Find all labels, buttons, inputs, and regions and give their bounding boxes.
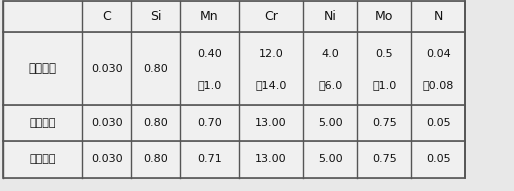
Text: 0.75: 0.75 (372, 155, 397, 164)
Text: N: N (433, 10, 443, 23)
Text: 成品成分: 成品成分 (29, 155, 56, 164)
Bar (357, 32, 411, 105)
Bar (82, 1, 131, 32)
Text: 0.70: 0.70 (197, 118, 222, 128)
Bar (131, 105, 180, 141)
Text: Mo: Mo (375, 10, 393, 23)
Bar (3, 32, 82, 105)
Bar (239, 105, 303, 141)
Bar (180, 1, 239, 32)
Bar (131, 32, 180, 105)
Bar (303, 141, 357, 178)
Text: 13.00: 13.00 (255, 155, 287, 164)
Bar (82, 141, 131, 178)
Text: C: C (102, 10, 111, 23)
Text: Cr: Cr (264, 10, 278, 23)
Text: 13.00: 13.00 (255, 118, 287, 128)
Text: 0.5: 0.5 (375, 49, 393, 59)
Bar (239, 141, 303, 178)
Text: 0.75: 0.75 (372, 118, 397, 128)
Text: 成分范围: 成分范围 (28, 62, 57, 75)
Text: 12.0: 12.0 (259, 49, 284, 59)
Bar (357, 141, 411, 178)
Bar (3, 105, 82, 141)
Bar (131, 1, 180, 32)
Text: 5.00: 5.00 (318, 118, 342, 128)
Text: ～0.08: ～0.08 (423, 80, 454, 90)
Text: Ni: Ni (324, 10, 337, 23)
Bar (3, 1, 82, 32)
Bar (82, 105, 131, 141)
Text: ～1.0: ～1.0 (372, 80, 396, 90)
Bar (180, 105, 239, 141)
Text: 0.05: 0.05 (426, 118, 450, 128)
Text: 0.030: 0.030 (91, 118, 122, 128)
Text: 0.40: 0.40 (197, 49, 222, 59)
Text: 0.71: 0.71 (197, 155, 222, 164)
Bar (411, 105, 465, 141)
Bar (411, 141, 465, 178)
Text: 0.04: 0.04 (426, 49, 451, 59)
Bar (82, 32, 131, 105)
Text: 成分目标: 成分目标 (29, 118, 56, 128)
Bar (180, 32, 239, 105)
Text: 5.00: 5.00 (318, 155, 342, 164)
Bar (131, 141, 180, 178)
Bar (411, 32, 465, 105)
Text: 0.05: 0.05 (426, 155, 450, 164)
Text: ～1.0: ～1.0 (197, 80, 222, 90)
Text: 0.80: 0.80 (143, 155, 168, 164)
Bar (239, 1, 303, 32)
Text: 0.80: 0.80 (143, 118, 168, 128)
Text: 0.030: 0.030 (91, 155, 122, 164)
Bar (239, 32, 303, 105)
Bar (357, 105, 411, 141)
Bar (357, 1, 411, 32)
Text: ～6.0: ～6.0 (318, 80, 342, 90)
Text: 4.0: 4.0 (321, 49, 339, 59)
Bar (303, 32, 357, 105)
Text: 0.030: 0.030 (91, 64, 122, 74)
Text: Mn: Mn (200, 10, 219, 23)
Bar (411, 1, 465, 32)
Bar (180, 141, 239, 178)
Bar (3, 141, 82, 178)
Bar (303, 105, 357, 141)
Bar (303, 1, 357, 32)
Text: 0.80: 0.80 (143, 64, 168, 74)
Text: Si: Si (150, 10, 161, 23)
Text: ～14.0: ～14.0 (255, 80, 287, 90)
